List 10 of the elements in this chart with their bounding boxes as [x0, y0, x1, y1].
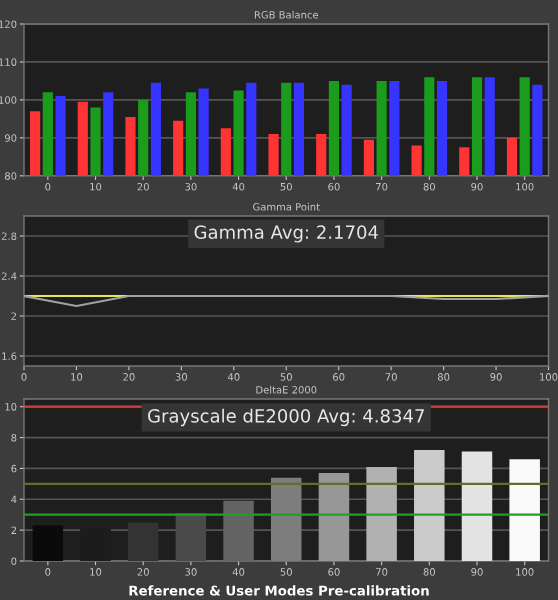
- bar: [461, 451, 493, 561]
- bar: [414, 449, 445, 561]
- bar: [366, 466, 397, 561]
- bar: [318, 473, 350, 561]
- bar: [223, 500, 254, 561]
- annotation: Gamma Avg: 2.1704: [194, 225, 378, 243]
- bar: [509, 459, 540, 561]
- annotation: Grayscale dE2000 Avg: 4.8347: [148, 408, 424, 427]
- bar: [32, 525, 64, 561]
- bar: [127, 522, 159, 561]
